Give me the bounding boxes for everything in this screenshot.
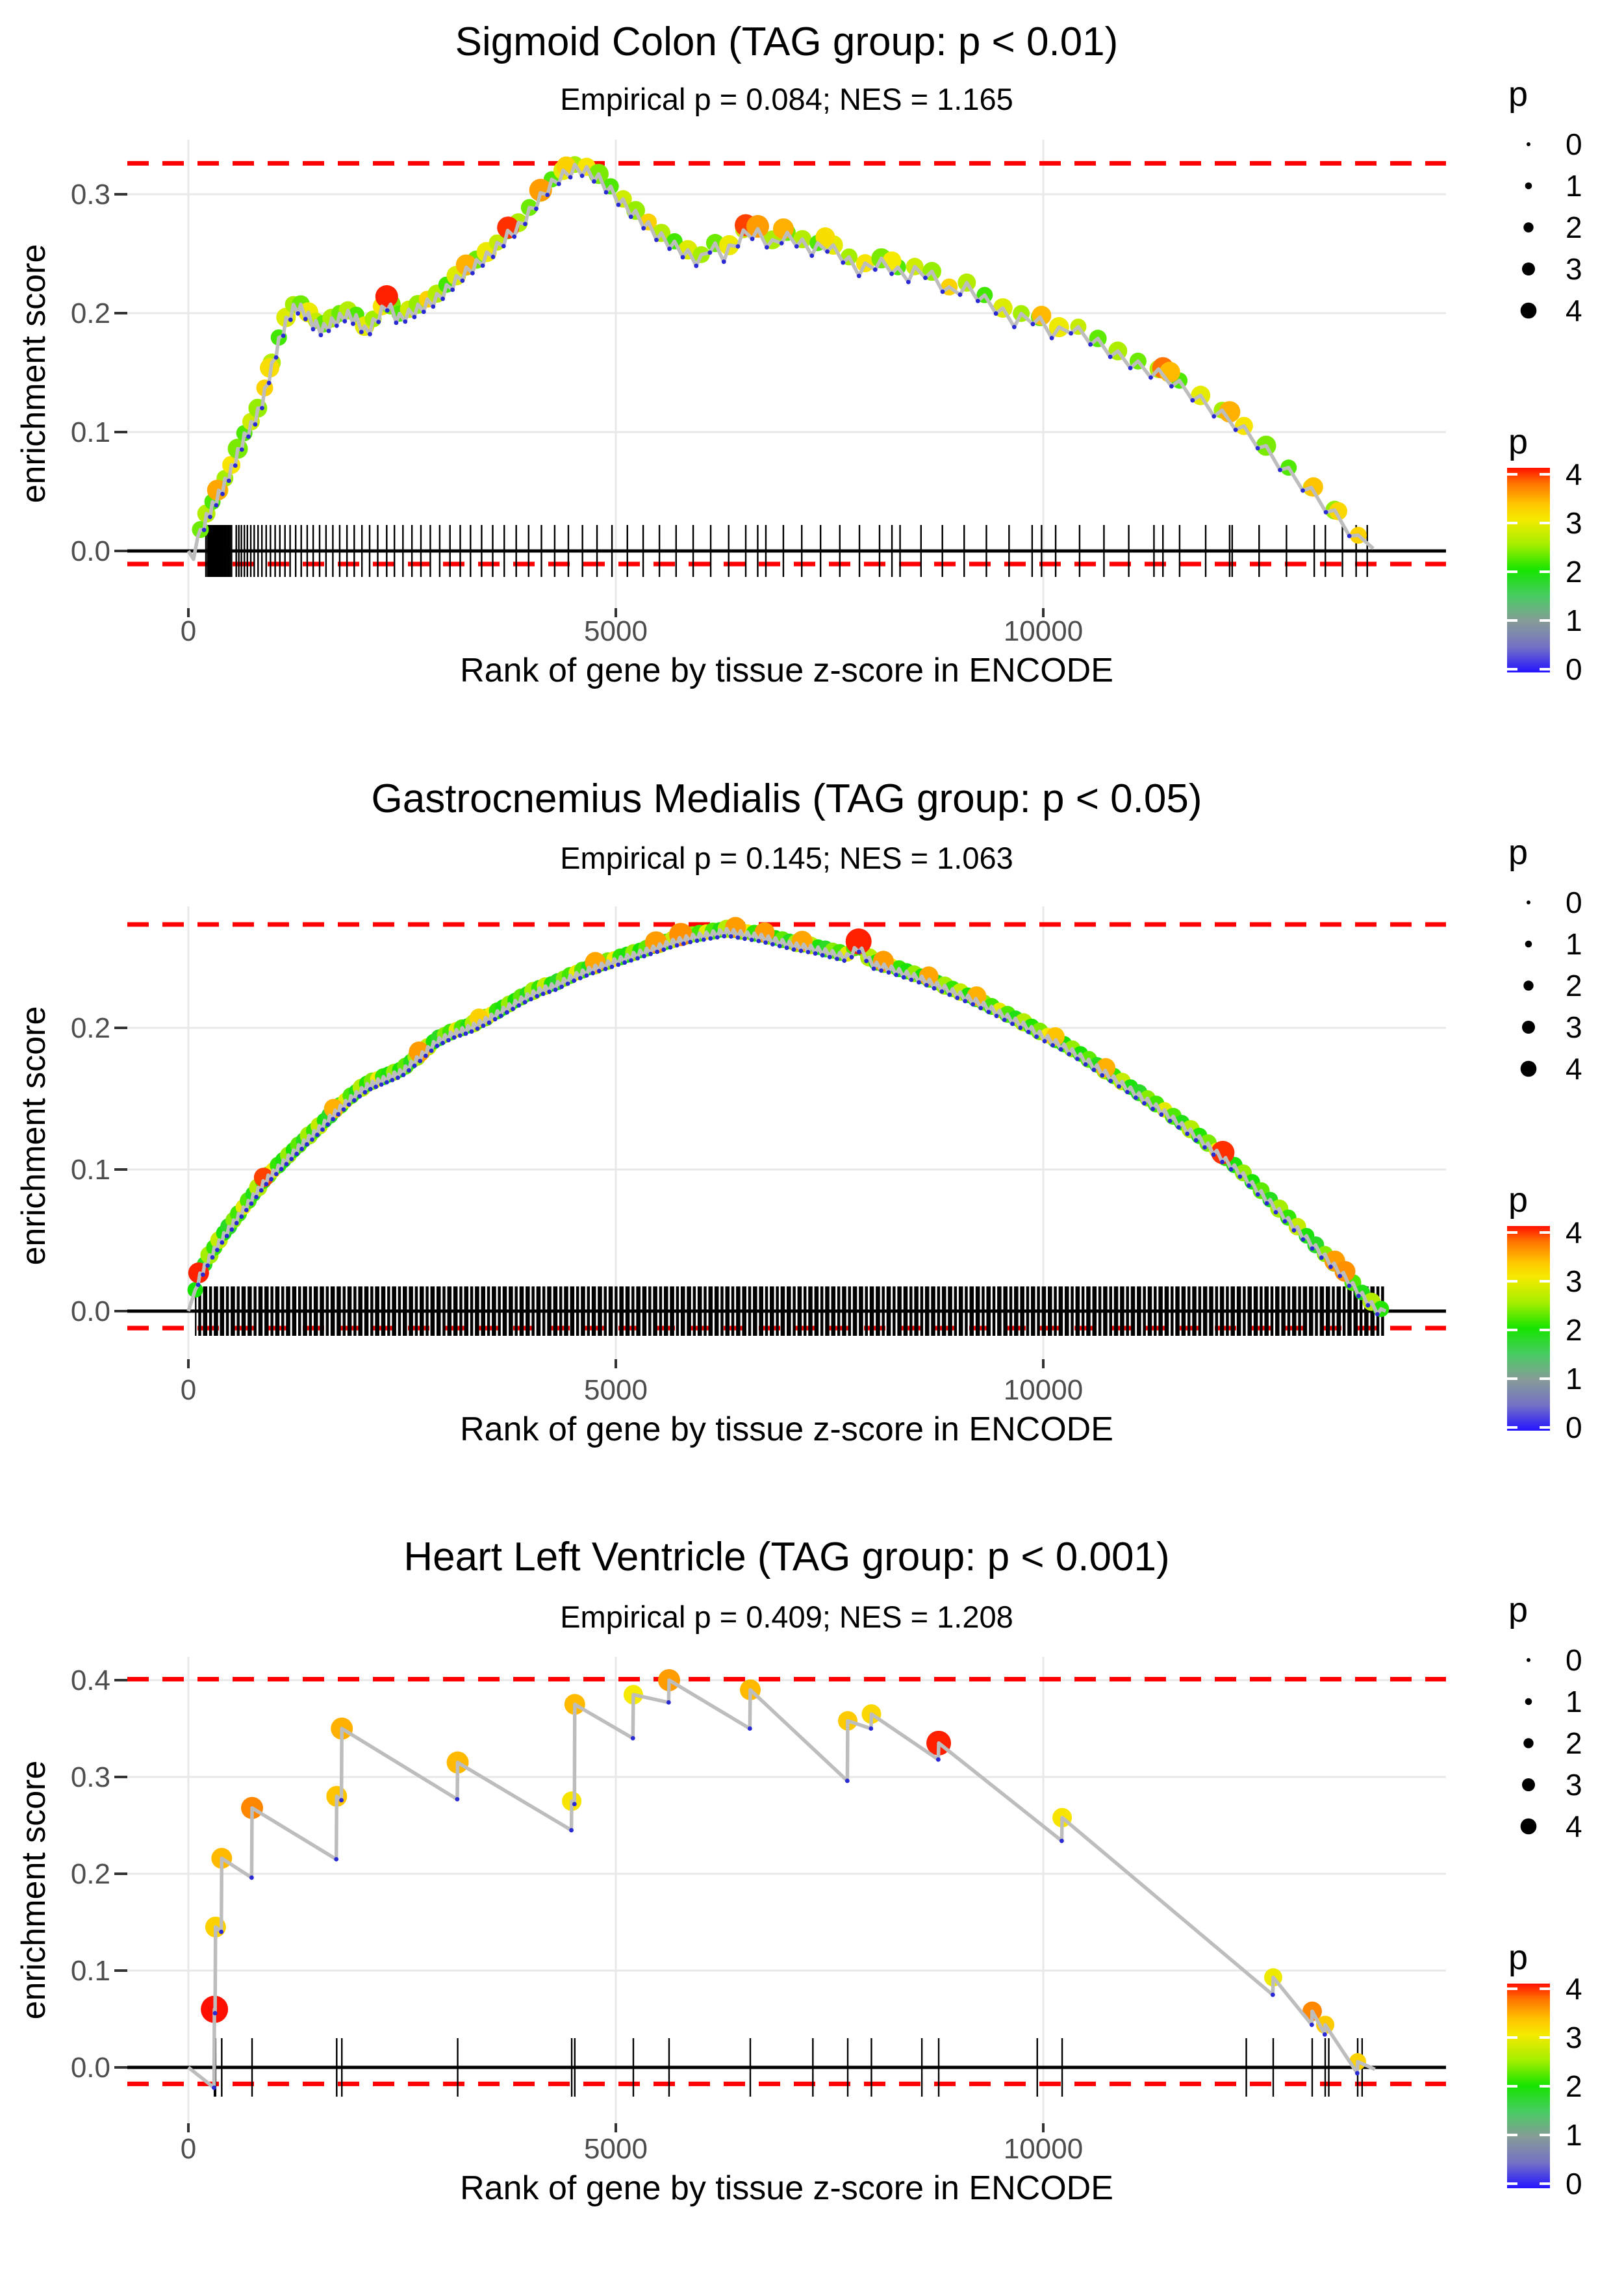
panel2-x-tick-label: 5000 <box>584 1374 648 1406</box>
panel2-x-axis-title: Rank of gene by tissue z-score in ENCODE <box>460 1411 1113 1448</box>
panel3-y-axis-title: enrichment score <box>15 1760 53 2020</box>
panel1-gridlines <box>127 140 1446 608</box>
panel2-y-tick-label: 0.0 <box>71 1296 110 1327</box>
panel3-y-tick-label: 0.0 <box>71 2052 110 2084</box>
panel3-axes: 0 5000 10000 0.0 0.1 0.2 0.3 0.4 <box>71 1665 1083 2165</box>
panel3-x-tick-label: 10000 <box>1004 2133 1083 2165</box>
panel1-size-legend: p 0 1 2 3 4 <box>1508 75 1582 327</box>
size-legend-label: 1 <box>1566 1685 1582 1718</box>
color-legend-label: 2 <box>1566 1313 1582 1347</box>
panel3: 0 5000 10000 0.0 0.1 0.2 0.3 0.4 p 0 1 2 3 4 p 4 3 2 1 0 <box>71 1591 1582 2201</box>
panel1: 0 5000 10000 0.0 0.1 0.2 0.3 p 0 1 2 3 4 p 4 3 2 1 0 <box>71 75 1582 686</box>
color-legend-label: 4 <box>1566 457 1582 491</box>
panel1-title: Sigmoid Colon (TAG group: p < 0.01) <box>455 19 1119 64</box>
size-legend-label: 1 <box>1566 927 1582 961</box>
panel1-gene-points <box>192 156 1367 544</box>
panel3-title: Heart Left Ventricle (TAG group: p < 0.0… <box>403 1535 1170 1579</box>
panel3-gridlines <box>127 1657 1446 2123</box>
color-legend-label: 1 <box>1566 2118 1582 2152</box>
color-legend-label: 3 <box>1566 506 1582 540</box>
panel1-y-tick-label: 0.3 <box>71 179 110 211</box>
panel3-subtitle: Empirical p = 0.409; NES = 1.208 <box>560 1600 1013 1634</box>
panel3-gene-rug <box>213 2038 1364 2097</box>
size-legend-label: 4 <box>1566 1809 1582 1843</box>
panel1-x-tick-label: 5000 <box>584 615 648 647</box>
panel1-gene-rug <box>205 525 1368 577</box>
size-legend-label: 2 <box>1566 211 1582 244</box>
color-legend-title: p <box>1508 422 1528 461</box>
panel2-y-tick-label: 0.1 <box>71 1154 110 1186</box>
panel3-size-legend: p 0 1 2 3 4 <box>1508 1591 1582 1843</box>
panel3-gene-points <box>201 1669 1367 2071</box>
size-legend-label: 0 <box>1566 127 1582 161</box>
size-legend-label: 4 <box>1566 1052 1582 1086</box>
color-legend-label: 3 <box>1566 1264 1582 1298</box>
panel1-y-tick-label: 0.0 <box>71 535 110 567</box>
color-legend-label: 0 <box>1566 2167 1582 2201</box>
color-legend-title: p <box>1508 1181 1528 1220</box>
size-legend-label: 3 <box>1566 1768 1582 1802</box>
panel1-y-tick-label: 0.2 <box>71 298 110 329</box>
panel1-y-axis-title: enrichment score <box>15 244 53 504</box>
panel3-x-tick-label: 0 <box>181 2133 196 2165</box>
size-legend-label: 0 <box>1566 886 1582 919</box>
panel1-y-tick-label: 0.1 <box>71 416 110 448</box>
size-legend-label: 3 <box>1566 1010 1582 1044</box>
panel2-y-tick-label: 0.2 <box>71 1012 110 1044</box>
size-legend-label: 1 <box>1566 169 1582 203</box>
size-legend-title: p <box>1508 75 1528 114</box>
panel3-enrichment-curve <box>187 1678 1376 2090</box>
panel2: 0 5000 10000 0.0 0.1 0.2 p 0 1 2 3 4 p 4 3 2 1 0 <box>71 833 1582 1444</box>
panel2-enrichment-curve <box>186 926 1387 1316</box>
panel1-x-axis-title: Rank of gene by tissue z-score in ENCODE <box>460 652 1113 689</box>
size-legend-label: 4 <box>1566 294 1582 327</box>
panel2-subtitle: Empirical p = 0.145; NES = 1.063 <box>560 841 1013 875</box>
panel2-axes: 0 5000 10000 0.0 0.1 0.2 <box>71 1012 1083 1406</box>
panel3-es-limit-lines <box>127 1677 1446 2086</box>
panel1-x-tick-label: 0 <box>181 615 196 647</box>
panel2-x-tick-label: 0 <box>181 1374 196 1406</box>
panel2-gene-points <box>187 917 1389 1318</box>
color-legend-label: 4 <box>1566 1972 1582 2006</box>
color-legend-label: 3 <box>1566 2021 1582 2054</box>
color-legend-label: 1 <box>1566 604 1582 637</box>
panel1-x-tick-label: 10000 <box>1004 615 1083 647</box>
panel2-y-axis-title: enrichment score <box>15 1006 53 1266</box>
panel2-color-legend: p 4 3 2 1 0 <box>1507 1181 1582 1444</box>
color-legend-label: 2 <box>1566 555 1582 589</box>
panel3-y-tick-label: 0.3 <box>71 1761 110 1793</box>
size-legend-title: p <box>1508 1591 1528 1629</box>
panel2-title: Gastrocnemius Medialis (TAG group: p < 0… <box>371 776 1202 821</box>
color-legend-label: 4 <box>1566 1216 1582 1249</box>
color-legend-label: 2 <box>1566 2069 1582 2103</box>
color-legend-title: p <box>1508 1938 1528 1977</box>
panel1-base-dots <box>201 173 1352 539</box>
size-legend-label: 3 <box>1566 252 1582 286</box>
panel2-gene-rug <box>195 1286 1384 1336</box>
size-legend-title: p <box>1508 833 1528 872</box>
color-legend-gradient-bar <box>1507 1226 1550 1431</box>
panel3-x-tick-label: 5000 <box>584 2133 648 2165</box>
panel3-y-tick-label: 0.4 <box>71 1665 110 1696</box>
panel2-x-tick-label: 10000 <box>1004 1374 1083 1406</box>
color-legend-label: 0 <box>1566 1411 1582 1444</box>
size-legend-label: 0 <box>1566 1643 1582 1677</box>
size-legend-label: 2 <box>1566 1726 1582 1760</box>
panel3-y-tick-label: 0.2 <box>71 1858 110 1890</box>
panel1-subtitle: Empirical p = 0.084; NES = 1.165 <box>560 82 1013 116</box>
panel2-base-dots <box>196 934 1380 1317</box>
color-legend-gradient-bar <box>1507 468 1550 672</box>
panel1-color-legend: p 4 3 2 1 0 <box>1507 422 1582 686</box>
color-legend-label: 1 <box>1566 1362 1582 1396</box>
panel3-y-tick-label: 0.1 <box>71 1955 110 1987</box>
panel3-base-dots <box>212 1700 1360 2090</box>
size-legend-label: 2 <box>1566 969 1582 1003</box>
panel3-color-legend: p 4 3 2 1 0 <box>1507 1938 1582 2201</box>
panel3-x-axis-title: Rank of gene by tissue z-score in ENCODE <box>460 2169 1113 2207</box>
panel1-axes: 0 5000 10000 0.0 0.1 0.2 0.3 <box>71 179 1083 647</box>
panel2-size-legend: p 0 1 2 3 4 <box>1508 833 1582 1086</box>
color-legend-label: 0 <box>1566 652 1582 686</box>
